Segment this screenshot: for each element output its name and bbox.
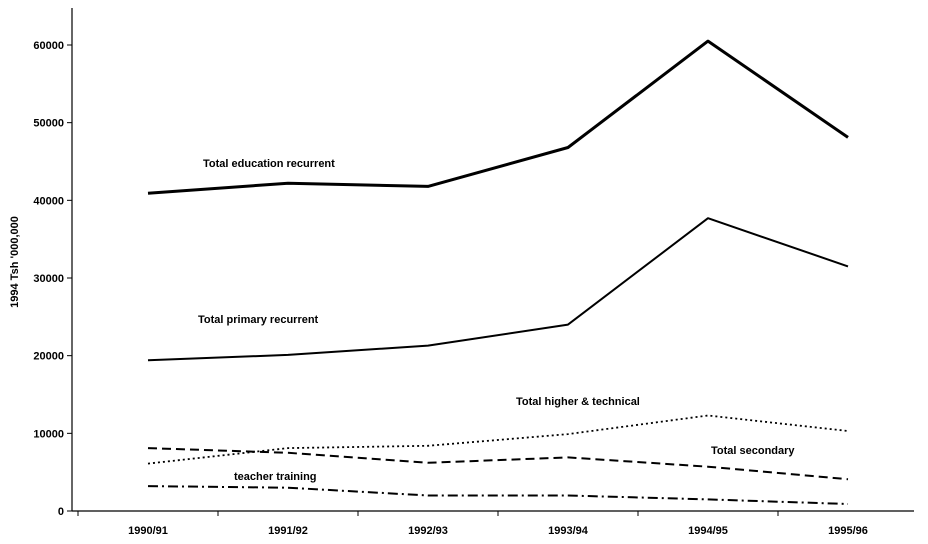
x-ticks: 1990/91 1991/92 1992/93 1993/94 1994/95 1995/… xyxy=(77,511,868,537)
series-line-total-education-recurrent xyxy=(147,39,849,195)
x-tick-label: 1990/91 xyxy=(128,525,168,537)
y-axis-title: 1994 Tsh '000,000 xyxy=(9,216,21,308)
x-tick-label: 1993/94 xyxy=(548,525,589,537)
y-tick-label: 40000 xyxy=(33,195,64,207)
series-line-total-primary-recurrent xyxy=(147,217,849,362)
x-tick-label: 1991/92 xyxy=(268,525,308,537)
y-tick-label: 50000 xyxy=(33,118,64,130)
series-label-total-primary-recurrent: Total primary recurrent xyxy=(198,314,319,326)
y-ticks: 0 10000 20000 30000 40000 50000 60000 xyxy=(33,40,72,518)
x-tick-label: 1995/96 xyxy=(828,525,868,537)
y-tick-label: 30000 xyxy=(33,273,64,285)
series-label-teacher-training: teacher training xyxy=(234,471,317,483)
axes xyxy=(71,8,914,512)
series-lines xyxy=(147,39,849,505)
y-tick-label: 10000 xyxy=(33,428,64,440)
series-labels: Total education recurrent Total primary … xyxy=(198,158,795,483)
series-label-total-education-recurrent: Total education recurrent xyxy=(203,158,335,170)
series-line-total-higher-technical xyxy=(147,414,849,465)
series-label-total-secondary: Total secondary xyxy=(711,445,795,457)
series-line-total-secondary xyxy=(147,447,849,481)
y-tick-label: 20000 xyxy=(33,351,64,363)
y-tick-label: 0 xyxy=(58,506,64,518)
y-tick-label: 60000 xyxy=(33,40,64,52)
series-label-total-higher-technical: Total higher & technical xyxy=(516,396,640,408)
x-tick-label: 1994/95 xyxy=(688,525,728,537)
x-tick-label: 1992/93 xyxy=(408,525,448,537)
series-line-teacher-training xyxy=(147,485,849,505)
